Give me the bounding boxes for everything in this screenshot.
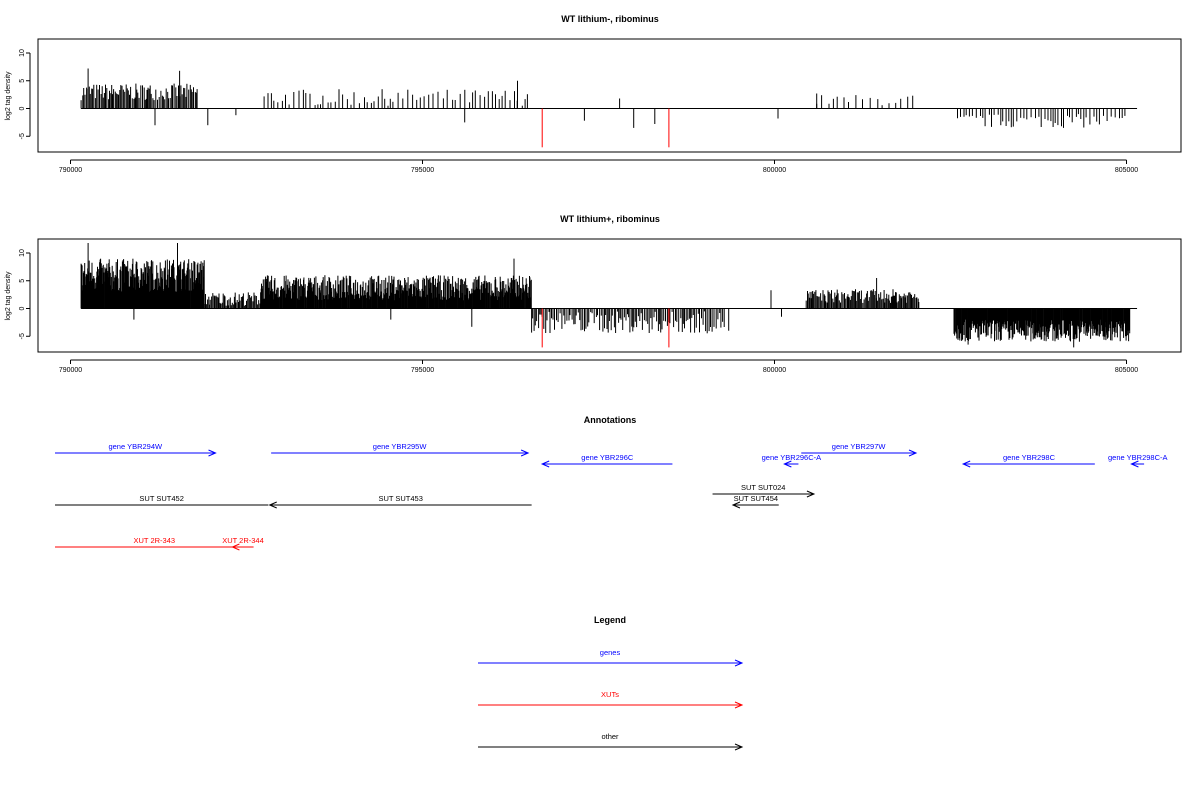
y-tick-label: 5 [19, 279, 26, 283]
x-tick-label: 805000 [1115, 167, 1138, 174]
annotation-feature: gene YBR294W [55, 442, 217, 457]
legend-item: other [478, 732, 744, 751]
arrow-head [734, 659, 744, 667]
x-tick-label: 800000 [763, 167, 786, 174]
feature-label: XUT 2R-343 [134, 536, 176, 545]
arrow-head [731, 501, 741, 509]
arrow-head [208, 449, 217, 457]
y-tick-label: -5 [19, 133, 26, 139]
annotation-feature: SUT SUT453 [268, 494, 532, 509]
signal-bars [80, 243, 1138, 348]
arrow-head [961, 460, 971, 468]
chart-title: WT lithium-, ribominus [561, 14, 659, 24]
annotation-features: gene YBR294W gene YBR295W gene YBR296C gene… [55, 442, 1168, 551]
plot-frame [37, 38, 1182, 153]
arrow-head [231, 543, 240, 551]
arrow-head [908, 449, 918, 457]
feature-label: gene YBR297W [832, 442, 887, 451]
x-tick-label: 795000 [411, 367, 434, 374]
arrow-head [734, 743, 744, 751]
x-tick-label: 805000 [1115, 367, 1138, 374]
feature-label: gene YBR298C [1003, 453, 1056, 462]
legend-label: genes [600, 648, 621, 657]
x-tick-label: 800000 [763, 367, 786, 374]
arrow-head [540, 460, 550, 468]
y-tick-label: -5 [19, 333, 26, 339]
y-tick-label: 0 [19, 306, 26, 310]
y-axis-label: log2 tag density [5, 71, 12, 121]
y-tick-label: 10 [19, 249, 26, 257]
arrow-head [268, 501, 277, 509]
axes: 790000 795000 800000 805000 -5 0 5 10 [19, 249, 1138, 374]
annotation-feature: gene YBR298C [961, 453, 1095, 468]
y-tick-label: 5 [19, 79, 26, 83]
annotation-feature: gene YBR296C [540, 453, 673, 468]
annotation-feature: gene YBR296C-A [762, 453, 821, 468]
annotation-feature: SUT SUT454 [731, 494, 779, 509]
annotation-feature: gene YBR295W [271, 442, 530, 457]
x-tick-label: 790000 [59, 367, 82, 374]
feature-label: gene YBR298C-A [1108, 453, 1167, 462]
annotation-feature: gene YBR298C-A [1108, 453, 1168, 468]
chart-panel-lithium-minus: WT lithium-, ribominus log2 tag density … [5, 14, 1182, 174]
legend-items: genes XUTs other [478, 648, 744, 751]
feature-label: XUT 2R-344 [222, 536, 264, 545]
annotation-feature: SUT SUT024 [712, 483, 816, 498]
arrow-head [1130, 460, 1139, 468]
plot-frame [37, 238, 1182, 353]
chart-panel-lithium-plus: WT lithium+, ribominus log2 tag density … [5, 214, 1182, 374]
arrow-head [783, 460, 792, 468]
chart-title: WT lithium+, ribominus [560, 214, 660, 224]
axes: 790000 795000 800000 805000 -5 0 5 10 [19, 49, 1138, 174]
legend-item: XUTs [478, 690, 744, 709]
x-tick-label: 795000 [411, 167, 434, 174]
feature-label: SUT SUT453 [378, 494, 422, 503]
annotation-feature: XUT 2R-343 [55, 536, 254, 548]
y-axis-label: log2 tag density [5, 271, 12, 321]
feature-label: SUT SUT454 [734, 494, 778, 503]
signal-bars [80, 68, 1138, 148]
annotations-title: Annotations [584, 415, 637, 425]
arrow-head [520, 449, 530, 457]
x-tick-label: 790000 [59, 167, 82, 174]
legend-title: Legend [594, 615, 626, 625]
annotation-track: Annotations gene YBR294W gene YBR295Wgene… [55, 415, 1168, 551]
legend-label: XUTs [601, 690, 619, 699]
y-tick-label: 10 [19, 49, 26, 57]
arrow-head [734, 701, 744, 709]
legend: Legend genes XUTs other [478, 615, 744, 751]
legend-label: other [601, 732, 619, 741]
feature-label: gene YBR296C [581, 453, 634, 462]
feature-label: SUT SUT452 [139, 494, 183, 503]
legend-item: genes [478, 648, 744, 667]
feature-label: gene YBR295W [373, 442, 428, 451]
annotation-feature: gene YBR297W [801, 442, 918, 457]
annotation-feature: SUT SUT452 [55, 494, 269, 506]
arrow-head [806, 490, 816, 498]
feature-label: gene YBR296C-A [762, 453, 821, 462]
y-tick-label: 0 [19, 106, 26, 110]
feature-label: SUT SUT024 [741, 483, 785, 492]
annotation-feature: XUT 2R-344 [222, 536, 264, 551]
feature-label: gene YBR294W [108, 442, 163, 451]
